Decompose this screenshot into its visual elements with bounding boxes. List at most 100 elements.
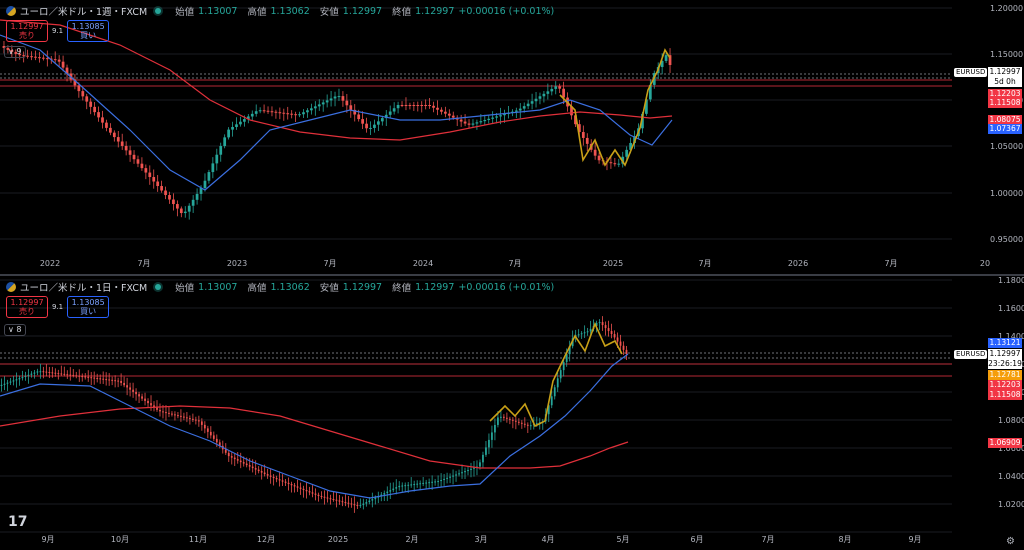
candle-body xyxy=(325,100,329,103)
candle-body xyxy=(622,345,625,350)
zigzag-line xyxy=(559,48,671,167)
candle-body xyxy=(613,163,617,165)
candle-body xyxy=(156,181,160,187)
candle-body xyxy=(452,475,454,477)
candle-body xyxy=(629,142,632,150)
candle-body xyxy=(168,195,171,200)
candle-body xyxy=(546,91,550,94)
candle-body xyxy=(467,469,469,472)
candle-body xyxy=(432,105,435,108)
buy-button[interactable]: 1.13085 買い xyxy=(67,296,110,318)
candle-body xyxy=(30,56,33,58)
candle-body xyxy=(250,113,254,117)
candle-body xyxy=(344,501,347,503)
candle-body xyxy=(428,105,431,106)
symbol-title[interactable]: ユーロ／米ドル・1週・FXCM xyxy=(20,7,148,18)
time-axis-tick: 7月 xyxy=(508,259,521,268)
candle-body xyxy=(124,145,128,151)
symbol-title[interactable]: ユーロ／米ドル・1日・FXCM xyxy=(20,283,148,294)
candle-body xyxy=(242,462,245,464)
candle-body xyxy=(102,378,105,380)
weekly-chart-pane[interactable]: 1.200001.150001.100001.050001.000000.950… xyxy=(0,0,1024,274)
time-axis-tick: 5月 xyxy=(616,535,629,544)
price-axis-tick: 1.20000 xyxy=(990,4,1023,13)
candle-body xyxy=(84,376,87,378)
candle-body xyxy=(349,105,353,110)
spread-value: 9.1 xyxy=(52,27,64,35)
candle-body xyxy=(505,417,508,419)
candle-body xyxy=(132,154,136,160)
candle-body xyxy=(78,375,81,377)
time-axis-tick: 20 xyxy=(980,259,990,268)
candle-body xyxy=(258,110,262,112)
candle-body xyxy=(144,398,146,401)
candle-body xyxy=(583,332,586,334)
indicator-collapse-button[interactable]: ∨ 8 xyxy=(4,324,26,336)
candle-body xyxy=(607,328,610,332)
candle-body xyxy=(65,67,69,74)
candle-body xyxy=(199,188,203,194)
symbol-price-tag: EURUSD xyxy=(954,68,988,77)
candle-body xyxy=(126,385,128,388)
candle-body xyxy=(148,172,152,178)
candle-body xyxy=(99,378,102,380)
candle-body xyxy=(420,105,424,106)
sell-button[interactable]: 1.12997 売り xyxy=(6,296,48,318)
candle-body xyxy=(189,418,191,420)
spread-value: 9.1 xyxy=(52,303,64,311)
indicator-collapse-button[interactable]: ∨ 9 xyxy=(4,46,26,58)
candle-body xyxy=(377,121,380,125)
daily-chart-canvas[interactable]: 1.180001.160001.140001.120001.100001.080… xyxy=(0,276,1024,550)
candle-body xyxy=(613,334,616,338)
daily-chart-pane[interactable]: 1.180001.160001.140001.120001.100001.080… xyxy=(0,276,1024,550)
price-axis-tick: 1.18000 xyxy=(998,276,1024,285)
eur-usd-flag-icon xyxy=(6,6,16,16)
time-axis-tick: 2025 xyxy=(603,259,623,268)
candle-body xyxy=(562,88,565,98)
candle-body xyxy=(559,370,562,379)
sell-button[interactable]: 1.12997 売り xyxy=(6,20,48,42)
weekly-chart-canvas[interactable]: 1.200001.150001.100001.050001.000000.950… xyxy=(0,0,1024,274)
candle-body xyxy=(389,490,392,492)
candle-body xyxy=(396,105,400,109)
candle-body xyxy=(523,423,526,425)
candle-body xyxy=(305,490,308,492)
open-label: 始値 xyxy=(175,283,195,294)
candle-body xyxy=(57,59,61,62)
candle-body xyxy=(395,487,398,489)
candle-body xyxy=(455,474,457,476)
candle-body xyxy=(128,150,132,155)
price-axis-tick: 1.02000 xyxy=(998,500,1024,509)
candle-body xyxy=(424,105,428,106)
candle-body xyxy=(89,101,93,107)
buy-button[interactable]: 1.13085 買い xyxy=(67,20,110,42)
candle-body xyxy=(290,113,294,115)
price-axis-tick: 1.14000 xyxy=(998,332,1024,341)
candle-body xyxy=(177,415,179,417)
candle-body xyxy=(112,132,116,138)
candle-body xyxy=(120,141,124,146)
candle-body xyxy=(18,378,21,380)
candle-body xyxy=(550,88,554,92)
candle-body xyxy=(443,478,445,481)
candle-body xyxy=(219,146,223,155)
time-axis-tick: 7月 xyxy=(137,259,150,268)
candle-body xyxy=(6,47,10,50)
candle-body xyxy=(172,199,175,205)
candle-body xyxy=(144,168,148,173)
candle-body xyxy=(585,137,589,144)
candle-body xyxy=(514,110,518,112)
candle-body xyxy=(12,380,15,382)
candle-body xyxy=(616,337,619,342)
candle-body xyxy=(230,456,233,458)
candle-body xyxy=(93,106,96,113)
candle-body xyxy=(514,420,517,422)
candle-body xyxy=(105,379,108,381)
candle-body xyxy=(542,93,546,97)
candle-body xyxy=(246,116,250,120)
candle-body xyxy=(30,373,33,375)
tradingview-logo[interactable]: 17 xyxy=(8,514,28,530)
pane-separator[interactable] xyxy=(0,274,1024,276)
settings-gear-icon[interactable]: ⚙ xyxy=(1006,536,1015,547)
candle-body xyxy=(138,394,140,397)
